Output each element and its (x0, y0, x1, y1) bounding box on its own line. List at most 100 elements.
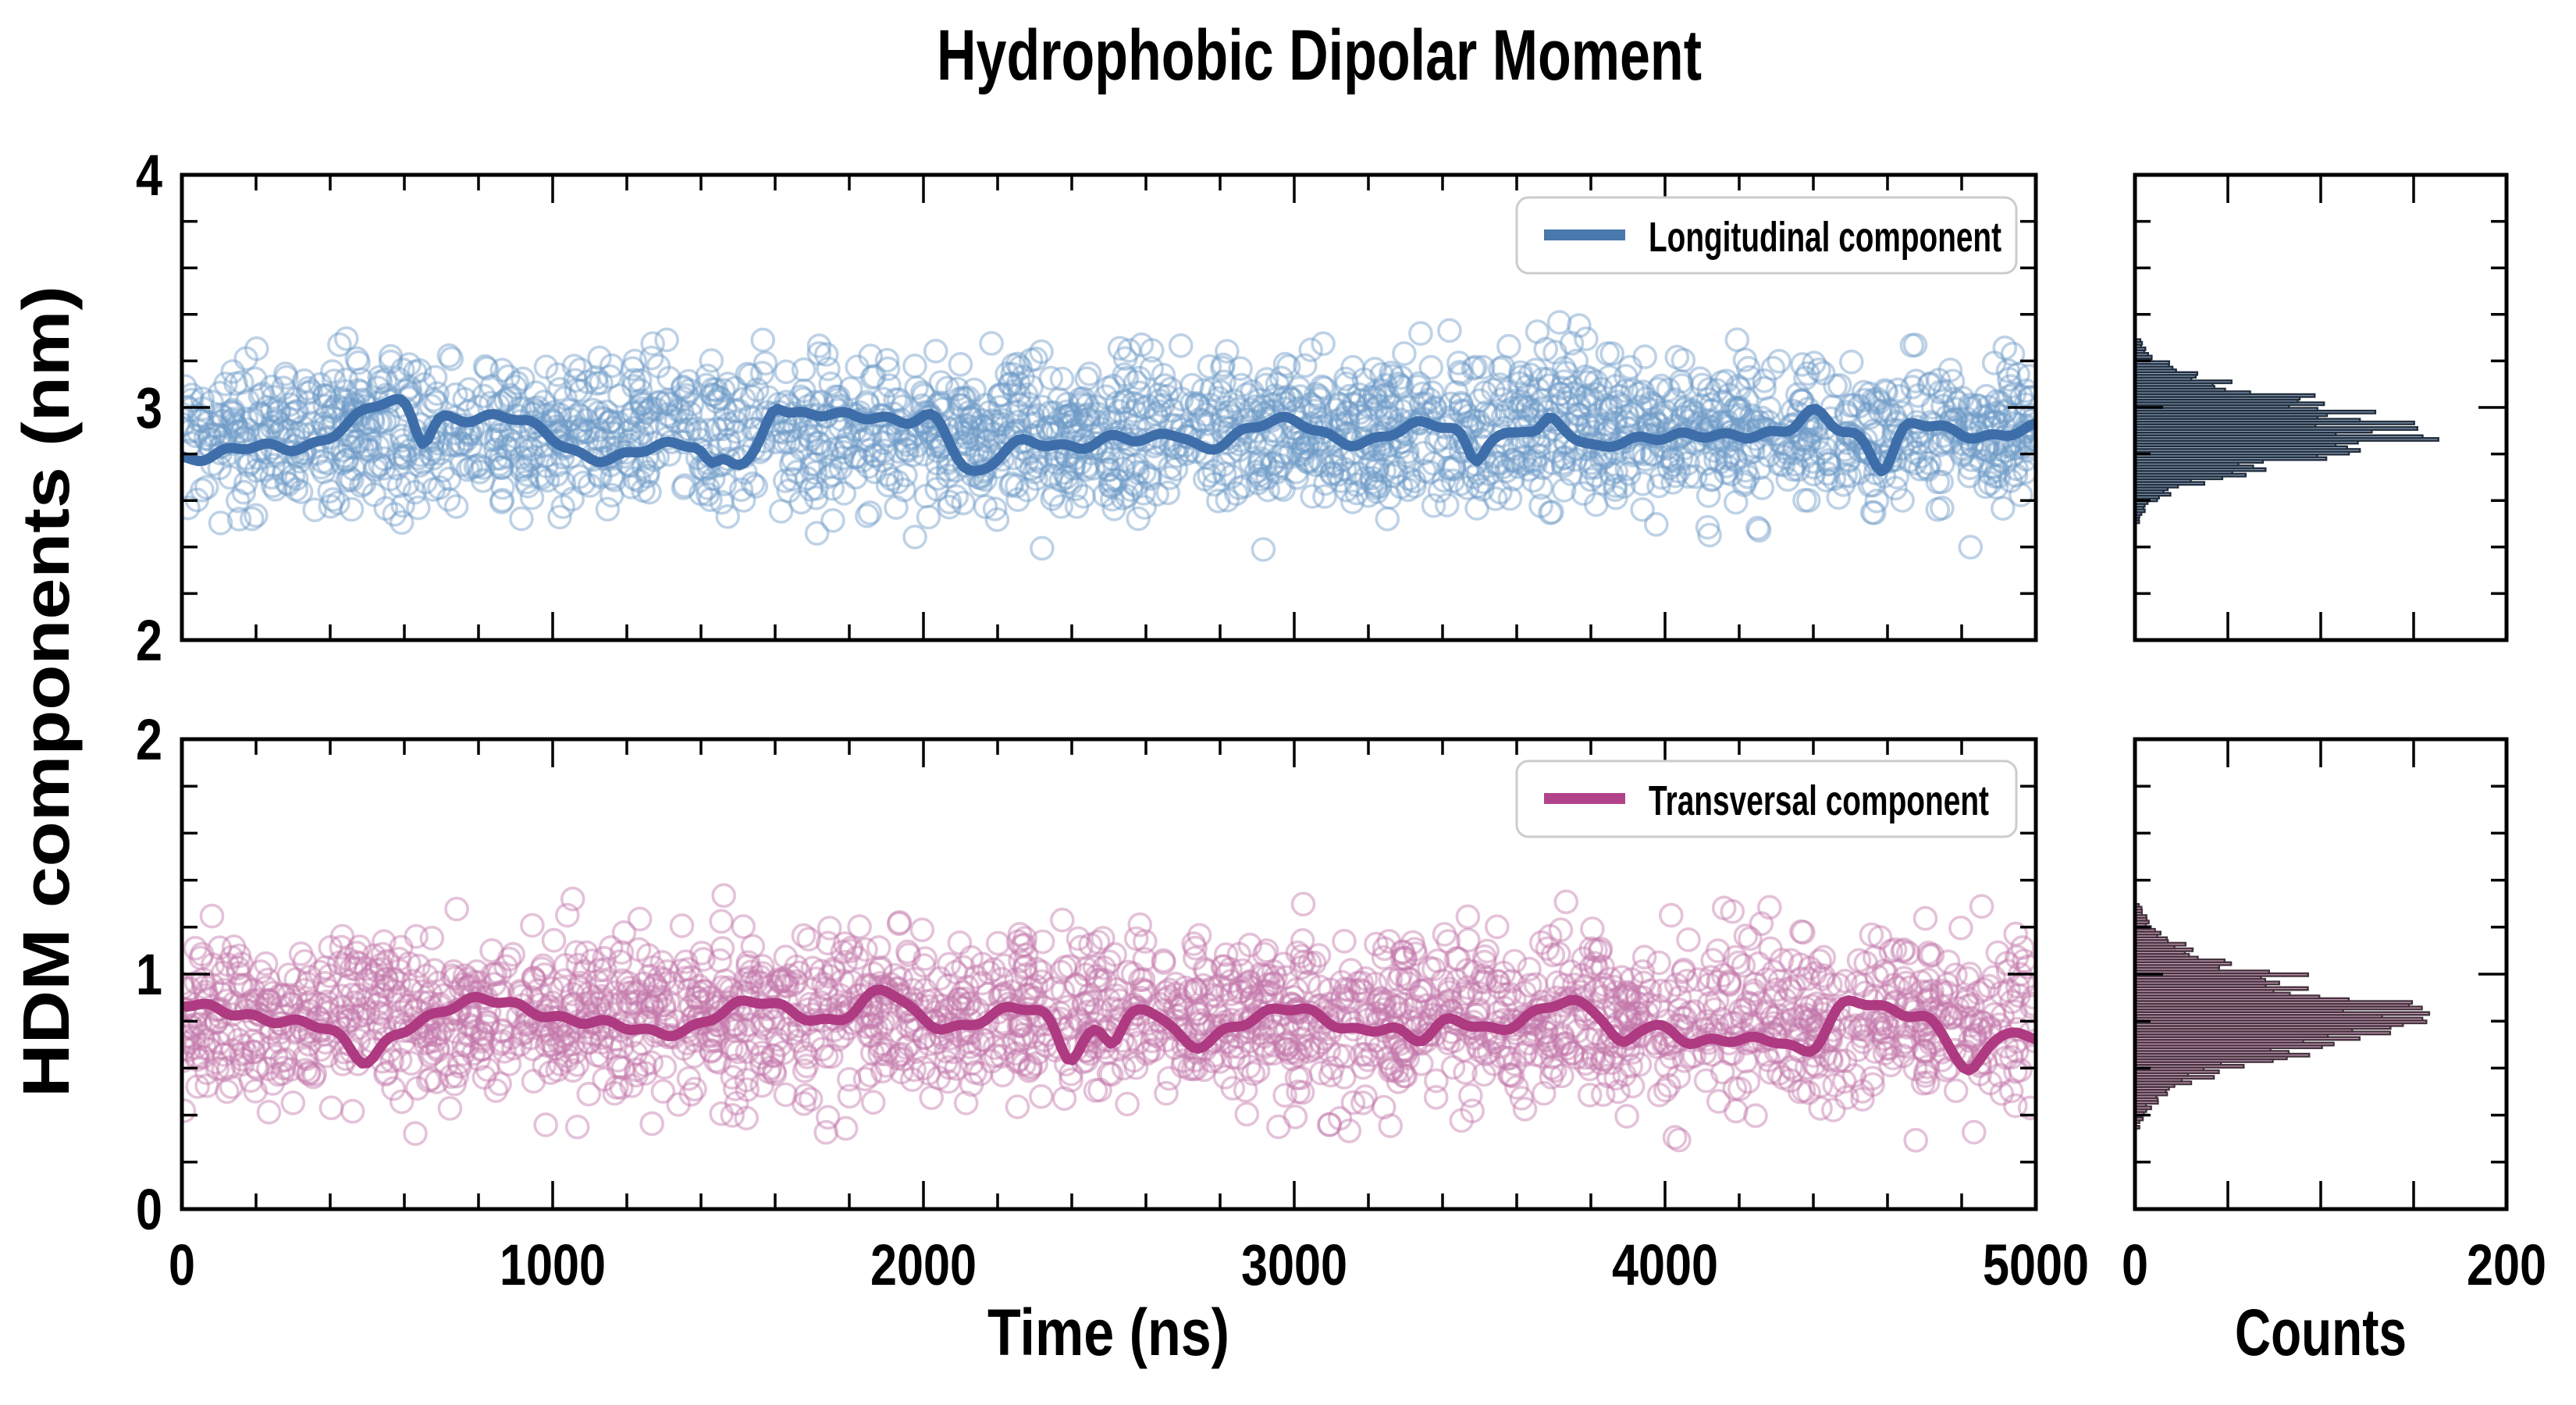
scatter-point (1183, 997, 1209, 1022)
scatter-point (1805, 425, 1830, 451)
scatter-point (707, 386, 733, 411)
scatter-point (1100, 446, 1125, 471)
scatter-point (1437, 318, 1462, 343)
scatter-point (1614, 364, 1638, 389)
scatter-point (984, 507, 1010, 532)
scatter-point (1453, 1060, 1478, 1085)
scatter-point (1447, 359, 1472, 385)
scatter-point (1115, 959, 1141, 985)
scatter-point (457, 377, 482, 402)
scatter-point (1536, 373, 1562, 398)
scatter-point (469, 1037, 495, 1062)
scatter-point (182, 976, 202, 1001)
scatter-point (1283, 1104, 1308, 1129)
scatter-point (255, 967, 281, 993)
scatter-point (1168, 333, 1194, 358)
scatter-point (777, 418, 802, 443)
scatter-point (1096, 375, 1121, 401)
scatter-point (340, 996, 366, 1022)
scatter-point (1633, 446, 1658, 472)
legend-box (1515, 759, 2018, 838)
scatter-point (652, 1055, 678, 1080)
histogram-bar (2135, 338, 2142, 343)
scatter-point (475, 1057, 500, 1083)
scatter-point (213, 371, 238, 397)
scatter-point (1366, 987, 1392, 1012)
scatter-point (1183, 935, 1208, 961)
scatter-point (2000, 341, 2026, 367)
scatter-point (631, 478, 656, 503)
scatter-point (642, 973, 667, 998)
scatter-point (336, 973, 361, 998)
scatter-point (2004, 456, 2029, 482)
scatter-point (1143, 446, 1169, 471)
scatter-point (1603, 1065, 1628, 1091)
scatter-point (1902, 333, 1928, 357)
scatter-point (1126, 506, 1151, 532)
scatter-point (1601, 974, 1627, 1000)
scatter-point (1771, 1011, 1797, 1037)
scatter-point (1123, 1055, 1149, 1080)
scatter-point (1523, 451, 1548, 477)
scatter-point (947, 393, 973, 418)
scatter-point (691, 947, 716, 972)
scatter-point (1054, 399, 1080, 425)
scatter-point (1054, 464, 1080, 490)
scatter-point (703, 417, 729, 442)
tick-label: 0 (169, 1232, 195, 1297)
scatter-point (489, 489, 514, 514)
scatter-point (269, 1048, 294, 1073)
scatter-point (441, 959, 466, 984)
scatter-point (1211, 452, 1236, 478)
scatter-point (763, 429, 788, 455)
scatter-point (1742, 971, 1767, 997)
scatter-point (329, 437, 355, 463)
scatter-point (496, 428, 522, 453)
scatter-point (1842, 1013, 1868, 1038)
scatter-point (902, 1057, 927, 1083)
scatter-point (809, 959, 834, 984)
scatter-point (286, 1002, 311, 1028)
scatter-point (992, 1036, 1018, 1061)
scatter-point (1816, 451, 1842, 476)
scatter-point (1565, 401, 1590, 427)
scatter-point (243, 1079, 269, 1104)
scatter-point (333, 448, 358, 474)
scatter-point (1028, 450, 1053, 475)
scatter-point (538, 1060, 564, 1085)
scatter-point (1219, 1033, 1244, 1059)
scatter-point (1469, 414, 1495, 439)
scatter-point (1002, 379, 1027, 404)
scatter-point (573, 419, 598, 445)
scatter-point (715, 975, 741, 1001)
scatter-point (533, 1112, 559, 1137)
scatter-point (1468, 969, 1493, 994)
scatter-point (1969, 449, 1994, 474)
scatter-point (547, 504, 572, 530)
scatter-point (525, 978, 550, 1004)
scatter-point (205, 414, 230, 439)
scatter-point (1048, 959, 1073, 985)
scatter-point (1850, 973, 1876, 998)
scatter-point (1110, 456, 1136, 482)
scatter-point (1300, 1037, 1325, 1062)
scatter-point (639, 995, 665, 1020)
scatter-point (1026, 402, 1051, 428)
scatter-point (1567, 402, 1592, 428)
scatter-point (1410, 381, 1435, 407)
scatter-point (1754, 967, 1779, 992)
scatter-point (1208, 379, 1233, 404)
scatter-point (961, 403, 987, 428)
scatter-point (1784, 1016, 1809, 1042)
scatter-point (1958, 535, 1984, 560)
scatter-point (277, 392, 302, 418)
scatter-point (1261, 1033, 1286, 1058)
scatter-point (1408, 978, 1433, 1004)
scatter-point (390, 493, 415, 518)
scatter-point (1539, 1065, 1564, 1090)
scatter-point (1706, 969, 1731, 994)
scatter-point (1075, 402, 1101, 427)
scatter-point (811, 971, 836, 997)
scatter-point (946, 386, 972, 412)
scatter-point (1509, 1086, 1535, 1111)
